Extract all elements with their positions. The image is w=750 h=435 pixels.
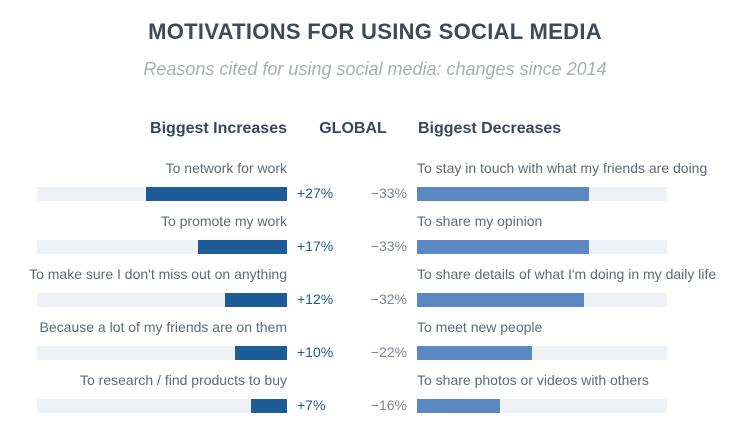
decrease-value-label: −16% [370,397,407,413]
decreases-header: Biggest Decreases [418,120,562,137]
decrease-value-label: −32% [370,291,407,307]
decrease-value-label: −33% [370,185,407,201]
decrease-bar [417,399,501,413]
increase-bar [224,293,287,307]
decrease-label: To stay in touch with what my friends ar… [417,160,708,176]
decrease-bar [417,187,589,201]
increase-value-label: +10% [297,344,334,360]
increases-header: Biggest Increases [150,120,287,137]
increase-value-label: +17% [297,238,334,254]
decrease-label: To share details of what I'm doing in my… [417,266,717,282]
chart-subtitle: Reasons cited for using social media: ch… [143,59,607,79]
increase-label: To research / find products to buy [80,372,287,388]
decrease-track [417,187,667,201]
increase-track [37,293,287,307]
decrease-value-label: −22% [370,344,407,360]
increase-track [37,240,287,254]
decrease-value-label: −33% [370,238,407,254]
decrease-track [417,346,667,360]
increase-label: To make sure I don't miss out on anythin… [29,266,287,282]
increase-bar [198,240,287,254]
increase-bar [146,187,287,201]
decrease-label: To share my opinion [417,213,543,229]
global-header: GLOBAL [319,120,387,137]
decrease-bar [417,346,532,360]
increase-label: To promote my work [160,213,287,229]
increase-label: To network for work [165,160,287,176]
increase-value-label: +12% [297,291,334,307]
chart-title: MOTIVATIONS FOR USING SOCIAL MEDIA [148,19,602,44]
increase-track [37,399,287,413]
increase-bar [234,346,287,360]
decrease-label: To meet new people [417,319,543,335]
decrease-bar [417,240,589,254]
increase-track [37,187,287,201]
decrease-track [417,293,667,307]
increase-value-label: +27% [297,185,334,201]
increase-label: Because a lot of my friends are on them [39,319,287,335]
decrease-track [417,240,667,254]
decrease-track [417,399,667,413]
increase-value-label: +7% [297,397,326,413]
increase-bar [250,399,287,413]
increase-track [37,346,287,360]
decrease-bar [417,293,584,307]
decrease-label: To share photos or videos with others [417,372,649,388]
